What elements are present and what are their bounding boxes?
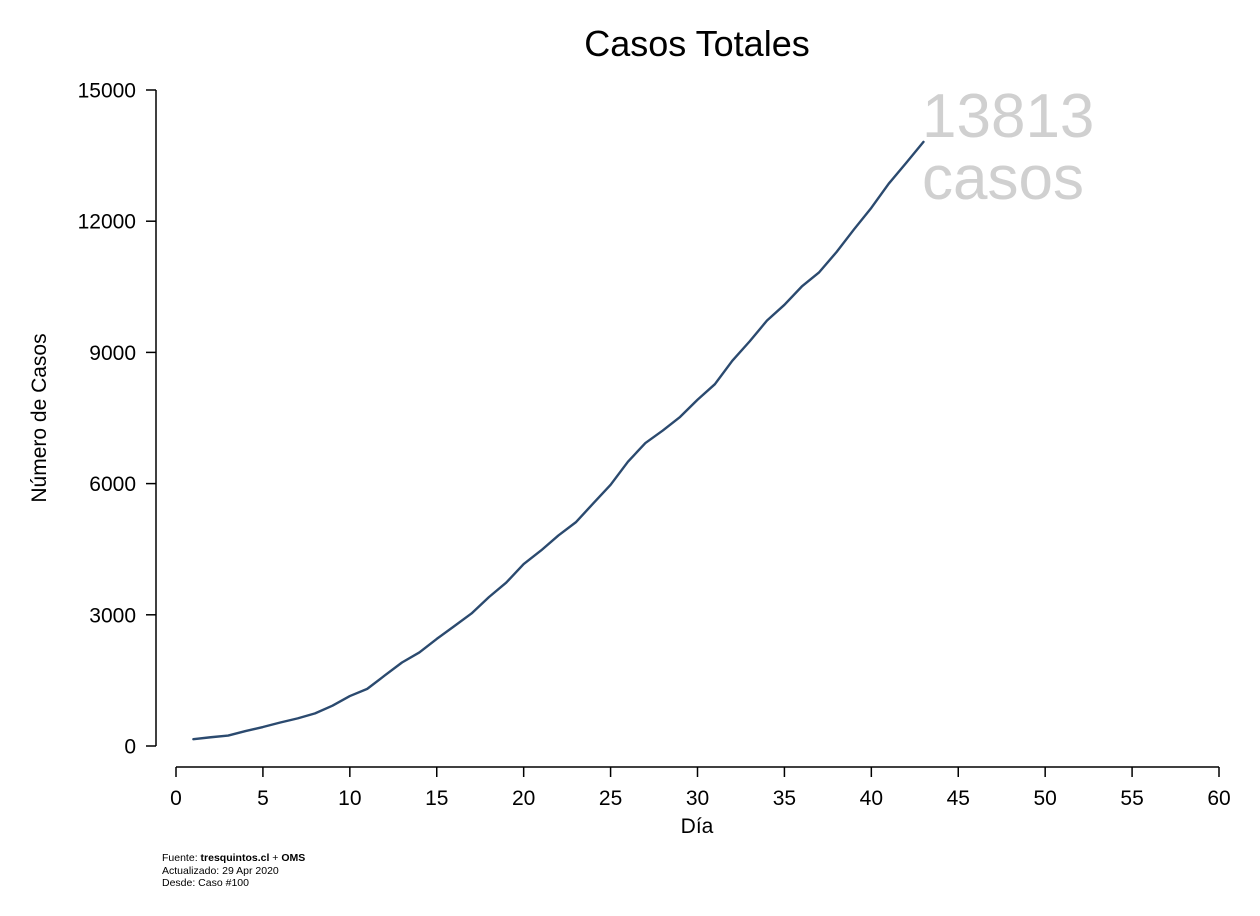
annotation-value: 13813 (922, 82, 1094, 151)
x-tick-label: 30 (686, 787, 709, 810)
annotation-unit: casos (922, 144, 1084, 213)
x-tick-label: 15 (425, 787, 448, 810)
x-tick-label: 40 (860, 787, 883, 810)
source-oms: OMS (281, 852, 306, 864)
source-mid: + (269, 852, 282, 864)
source-site: tresquintos.cl (200, 852, 270, 864)
y-tick-label: 9000 (89, 342, 136, 365)
footnote-source: Fuente: tresquintos.cl + OMS (162, 852, 305, 865)
x-tick-label: 10 (338, 787, 361, 810)
x-tick-label: 5 (257, 787, 269, 810)
y-axis-title: Número de Casos (28, 333, 51, 502)
x-tick-label: 0 (170, 787, 182, 810)
series-points (193, 141, 924, 740)
x-axis: 0 5 10 15 20 25 30 35 40 45 50 55 60 (170, 766, 1231, 810)
x-tick-label: 45 (947, 787, 970, 810)
y-tick-label: 15000 (78, 80, 136, 103)
x-axis-title: Día (681, 815, 714, 838)
x-tick-label: 35 (773, 787, 796, 810)
source-prefix: Fuente: (162, 852, 201, 864)
footnote-since: Desde: Caso #100 (162, 877, 249, 889)
x-tick-label: 60 (1207, 787, 1230, 810)
y-axis: 0 3000 6000 9000 12000 15000 (78, 80, 157, 759)
x-tick-label: 55 (1120, 787, 1143, 810)
y-tick-label: 0 (124, 736, 136, 759)
x-tick-label: 20 (512, 787, 535, 810)
footnote-updated: Actualizado: 29 Apr 2020 (162, 864, 279, 877)
chart-title: Casos Totales (584, 23, 809, 64)
y-tick-label: 6000 (89, 473, 136, 496)
y-tick-label: 3000 (89, 604, 136, 627)
series-line (192, 140, 925, 741)
footnote: Fuente: tresquintos.cl + OMS Actualizado… (162, 852, 305, 890)
x-tick-label: 25 (599, 787, 622, 810)
y-tick-label: 12000 (78, 211, 136, 234)
x-tick-label: 50 (1033, 787, 1056, 810)
